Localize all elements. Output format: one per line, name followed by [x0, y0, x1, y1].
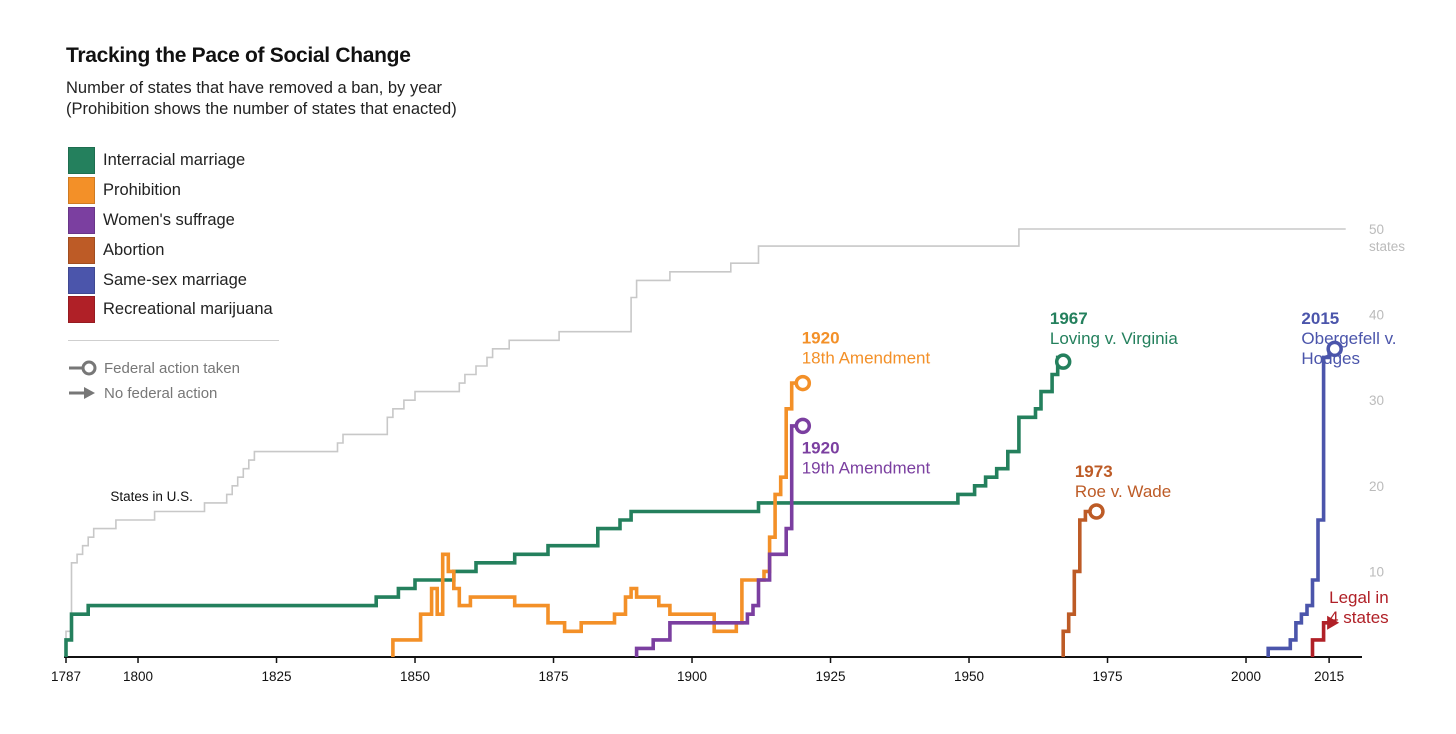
annotation-abortion-year: 1973 [1075, 462, 1113, 481]
legend-label: Same-sex marriage [103, 270, 247, 289]
states-in-us-label: States in U.S. [110, 489, 193, 504]
key-federal-label: Federal action taken [104, 359, 240, 377]
key-no-federal-action: No federal action [68, 381, 217, 405]
legend-item-womens-suffrage: Women's suffrage [68, 206, 273, 236]
legend-swatch [68, 147, 95, 175]
x-tick-label: 2000 [1231, 669, 1261, 684]
states-in-us-line [65, 228, 1346, 657]
annotation-interracial-marriage-year: 1967 [1050, 309, 1088, 328]
legend-item-interracial-marriage: Interracial marriage [68, 146, 273, 176]
legend-swatch [68, 266, 95, 294]
legend-label: Prohibition [103, 181, 181, 200]
x-tick-label: 1900 [677, 669, 707, 684]
series-line-prohibition [391, 381, 803, 657]
annotation-women-s-suffrage-text: 19th Amendment [802, 458, 931, 477]
chart-subtitle: Number of states that have removed a ban… [66, 78, 457, 120]
x-tick-label: 2015 [1314, 669, 1344, 684]
legend-label: Abortion [103, 240, 165, 259]
legend-divider [68, 340, 279, 341]
circle-marker-icon [69, 360, 97, 376]
series-end-marker-abortion [1088, 503, 1105, 520]
annotation-same-sex-marriage-text2: Hodges [1301, 349, 1360, 368]
legend-swatch [68, 177, 95, 205]
x-tick-label: 1825 [261, 669, 291, 684]
series-line-interracial-marriage [64, 355, 1065, 657]
legend-swatch [68, 296, 95, 324]
series-end-marker-same-sex-marriage [1326, 340, 1343, 358]
x-tick-label: 1787 [51, 669, 81, 684]
annotation-prohibition-year: 1920 [802, 329, 840, 348]
y-tick-label: 50 [1369, 222, 1384, 237]
series-end-marker-women-s-suffrage [794, 417, 812, 435]
x-tick-label: 1975 [1092, 669, 1122, 684]
series-line-same-sex-marriage [1266, 347, 1335, 657]
annotation-abortion-text: Roe v. Wade [1075, 482, 1171, 501]
annotation-women-s-suffrage-year: 1920 [802, 438, 840, 457]
series-line-abortion [1061, 509, 1097, 657]
subtitle-line-1: Number of states that have removed a ban… [66, 79, 443, 97]
legend-item-recreational-marijuana: Recreational marijuana [68, 295, 273, 325]
annotation-recreational-marijuana-text2: 4 states [1329, 608, 1389, 627]
x-tick-label: 1875 [538, 669, 568, 684]
y-tick-label: 20 [1369, 479, 1384, 494]
annotation-same-sex-marriage-text: Obergefell v. [1301, 329, 1396, 348]
legend-item-abortion: Abortion [68, 235, 273, 265]
series-end-marker-interracial-marriage [1054, 353, 1072, 370]
x-tick-label: 1950 [954, 669, 984, 684]
key-no-federal-label: No federal action [104, 384, 218, 402]
legend-swatch [68, 206, 95, 234]
key-federal-action: Federal action taken [68, 356, 240, 380]
legend-item-same-sex-marriage: Same-sex marriage [68, 265, 273, 295]
legend-label: Interracial marriage [103, 151, 246, 170]
chart-title: Tracking the Pace of Social Change [66, 44, 411, 67]
annotation-recreational-marijuana-text: Legal in [1329, 588, 1389, 607]
legend: Interracial marriage Prohibition Women's… [68, 146, 273, 325]
series-line-recreational-marijuana [1310, 621, 1330, 657]
annotation-same-sex-marriage-year: 2015 [1301, 309, 1339, 328]
subtitle-line-2: (Prohibition shows the number of states … [66, 100, 457, 118]
annotation-prohibition-text: 18th Amendment [802, 349, 931, 368]
x-tick-label: 1850 [400, 669, 430, 684]
arrow-marker-icon [69, 387, 95, 399]
x-tick-label: 1925 [815, 669, 845, 684]
x-tick-label: 1800 [123, 669, 153, 684]
series-line-women-s-suffrage [634, 424, 803, 657]
series-end-marker-prohibition [794, 374, 812, 392]
y-tick-label: 30 [1369, 393, 1384, 408]
y-tick-label: 10 [1369, 564, 1384, 579]
y-unit-label: states [1369, 239, 1405, 254]
y-tick-label: 40 [1369, 308, 1384, 323]
legend-label: Recreational marijuana [103, 300, 273, 319]
legend-label: Women's suffrage [103, 210, 235, 229]
legend-item-prohibition: Prohibition [68, 176, 273, 206]
annotation-interracial-marriage-text: Loving v. Virginia [1050, 329, 1178, 348]
legend-swatch [68, 236, 95, 264]
series-end-arrow-recreational-marijuana [1327, 615, 1340, 630]
